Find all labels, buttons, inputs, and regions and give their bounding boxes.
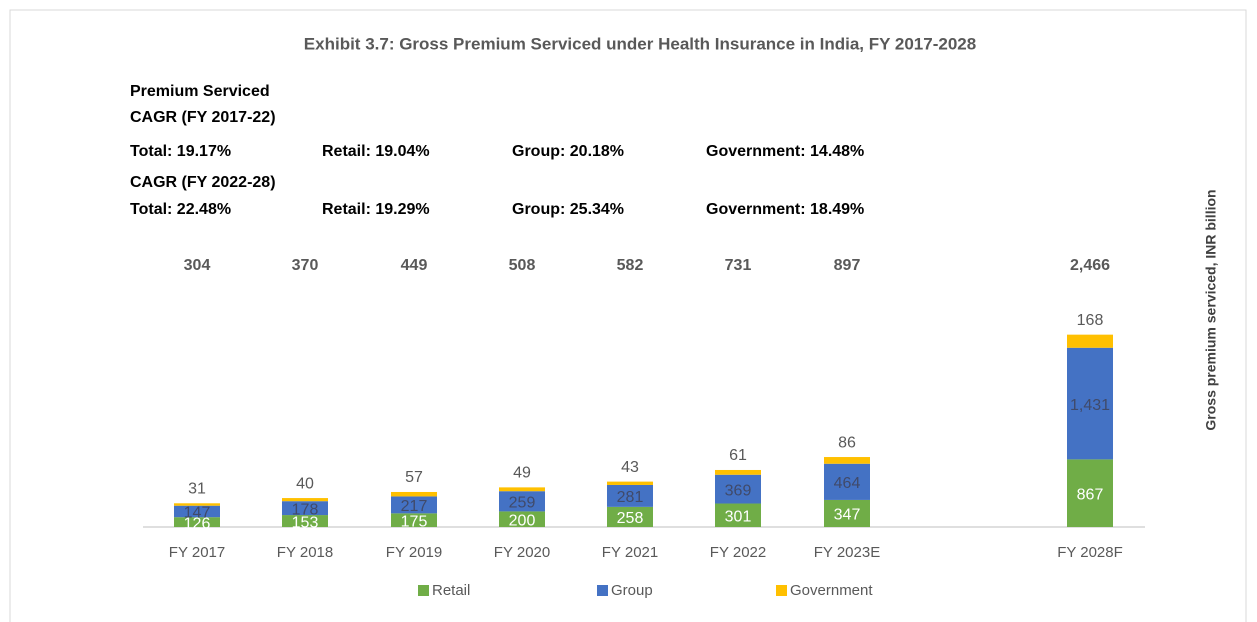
x-tick-label: FY 2023E (814, 544, 880, 561)
legend-label: Group (611, 582, 653, 599)
bar-segment (607, 506, 653, 527)
cagr-heading: CAGR (FY 2022-28) (130, 174, 276, 191)
heading: Premium Serviced (130, 83, 270, 100)
data-label: 281 (617, 489, 644, 506)
bar-segment (391, 496, 437, 514)
data-label: 168 (1077, 312, 1104, 329)
data-label: 258 (617, 510, 644, 527)
bar-segment (824, 463, 870, 500)
bar-segment (1067, 334, 1113, 348)
bar-segment (824, 457, 870, 464)
bar-segment (1067, 459, 1113, 527)
data-label: 153 (292, 514, 319, 531)
cagr-item: Government: 18.49% (706, 201, 864, 218)
data-label: 31 (188, 481, 206, 498)
data-label: 301 (725, 508, 752, 525)
data-label: 1,431 (1070, 397, 1110, 414)
x-tick-label: FY 2019 (386, 544, 442, 561)
legend-swatch (418, 585, 429, 596)
total-label: 508 (509, 257, 536, 274)
bar-segment (174, 503, 220, 506)
x-tick-label: FY 2018 (277, 544, 333, 561)
bar-segment (499, 511, 545, 527)
cagr-heading: CAGR (FY 2017-22) (130, 109, 276, 126)
bar-segment (499, 487, 545, 492)
bar-segment (391, 491, 437, 497)
data-label: 175 (401, 513, 428, 530)
cagr-item: Retail: 19.29% (322, 201, 430, 218)
cagr-item: Retail: 19.04% (322, 143, 430, 160)
cagr-item: Total: 19.17% (130, 143, 231, 160)
bar-segment (607, 481, 653, 485)
cagr-item: Government: 14.48% (706, 143, 864, 160)
total-label: 582 (617, 257, 644, 274)
legend-label: Retail (432, 582, 470, 599)
bar-segment (282, 501, 328, 516)
chart-title: Exhibit 3.7: Gross Premium Serviced unde… (304, 34, 976, 53)
bar-segment (282, 515, 328, 527)
cagr-item: Group: 25.34% (512, 201, 624, 218)
data-label: 200 (509, 512, 536, 529)
bar-segment (1067, 347, 1113, 460)
legend-swatch (776, 585, 787, 596)
data-label: 369 (725, 482, 752, 499)
legend-swatch (597, 585, 608, 596)
data-label: 126 (184, 515, 211, 532)
total-label: 370 (292, 257, 319, 274)
y-axis-label: Gross premium serviced, INR billion (1203, 189, 1219, 430)
bar-segment (391, 513, 437, 527)
data-label: 217 (401, 498, 428, 515)
data-label: 867 (1077, 486, 1104, 503)
data-label: 43 (621, 459, 639, 476)
cagr-item: Total: 22.48% (130, 201, 231, 218)
x-tick-label: FY 2022 (710, 544, 766, 561)
total-label: 2,466 (1070, 257, 1110, 274)
bar-segment (715, 474, 761, 504)
data-label: 40 (296, 475, 314, 492)
total-label: 304 (184, 257, 211, 274)
data-label: 49 (513, 465, 531, 482)
cagr-item: Group: 20.18% (512, 143, 624, 160)
bar-segment (715, 469, 761, 475)
x-tick-label: FY 2020 (494, 544, 550, 561)
legend-label: Government (790, 582, 873, 599)
total-label: 449 (401, 257, 428, 274)
bar-segment (499, 491, 545, 512)
bar-segment (607, 484, 653, 507)
total-label: 897 (834, 257, 861, 274)
data-label: 464 (834, 475, 861, 492)
data-label: 347 (834, 507, 861, 524)
data-label: 61 (729, 447, 747, 464)
data-label: 259 (509, 495, 536, 512)
data-label: 178 (292, 501, 319, 518)
bar-segment (282, 498, 328, 502)
data-label: 86 (838, 434, 856, 451)
data-label: 147 (184, 505, 211, 522)
x-tick-label: FY 2017 (169, 544, 225, 561)
total-label: 731 (725, 257, 752, 274)
bar-segment (174, 505, 220, 518)
data-label: 57 (405, 469, 423, 486)
x-tick-label: FY 2021 (602, 544, 658, 561)
bar-segment (824, 499, 870, 527)
x-tick-label: FY 2028F (1057, 544, 1123, 561)
bar-segment (174, 517, 220, 527)
bar-segment (715, 503, 761, 527)
